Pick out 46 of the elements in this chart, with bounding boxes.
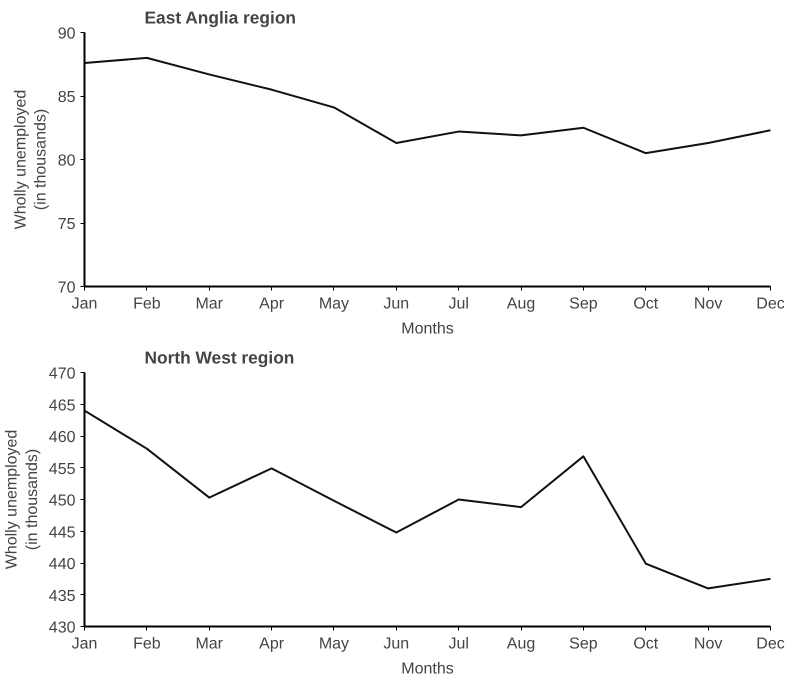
- x-tick-label: Dec: [756, 296, 785, 312]
- x-tick-label: Apr: [259, 296, 285, 312]
- y-tick-label: 70: [58, 280, 76, 296]
- x-tick-label: Aug: [506, 636, 536, 652]
- x-tick-label: Apr: [259, 636, 285, 652]
- y-tick-label: 440: [48, 556, 76, 573]
- x-tick-label: May: [318, 296, 350, 312]
- y-tick-label: 460: [48, 429, 76, 446]
- x-tick-label: Aug: [506, 296, 536, 312]
- y-tick-label: 445: [48, 524, 76, 542]
- y-tick-label: 85: [58, 89, 76, 106]
- line-series: [84, 56, 770, 154]
- x-tick-label: Nov: [694, 296, 722, 312]
- y-tick-label: 75: [58, 216, 76, 233]
- y-axis-title: Wholly unemployed (in thousands): [3, 430, 41, 570]
- y-tick-label: 455: [48, 460, 76, 478]
- x-tick-label: Feb: [133, 636, 161, 652]
- y-axis-title: Wholly unemployed (in thousands): [12, 90, 50, 230]
- x-tick-label: May: [318, 636, 350, 652]
- y-tick-label: 90: [58, 26, 76, 42]
- y-tick-label: 80: [58, 152, 76, 170]
- x-tick-label: Oct: [633, 636, 659, 652]
- y-tick-label: 450: [48, 492, 76, 510]
- chart-title: East Anglia region: [144, 8, 296, 28]
- x-tick-label: Sep: [569, 296, 598, 312]
- y-tick-label: 470: [48, 366, 76, 382]
- x-tick-label: Jul: [448, 636, 469, 652]
- x-tick-label: Sep: [569, 636, 598, 652]
- x-tick-label: Jan: [72, 636, 98, 652]
- x-tick-label: Jul: [448, 296, 469, 312]
- x-tick-label: Mar: [195, 636, 224, 652]
- chart-title: North West region: [144, 348, 294, 368]
- x-axis-title: Months: [401, 660, 454, 678]
- x-tick-label: Jan: [72, 296, 98, 312]
- line-series: [84, 410, 770, 590]
- x-tick-label: Feb: [133, 296, 161, 312]
- x-tick-label: Mar: [195, 296, 224, 312]
- y-tick-label: 430: [48, 620, 76, 636]
- x-tick-label: Oct: [633, 296, 659, 312]
- y-tick-label: 465: [48, 397, 76, 414]
- x-tick-label: Jun: [383, 296, 410, 312]
- x-tick-label: Jun: [383, 636, 410, 652]
- x-tick-label: Nov: [694, 636, 722, 652]
- y-tick-label: 435: [48, 588, 76, 605]
- x-tick-label: Dec: [756, 636, 785, 652]
- x-axis-title: Months: [401, 320, 454, 338]
